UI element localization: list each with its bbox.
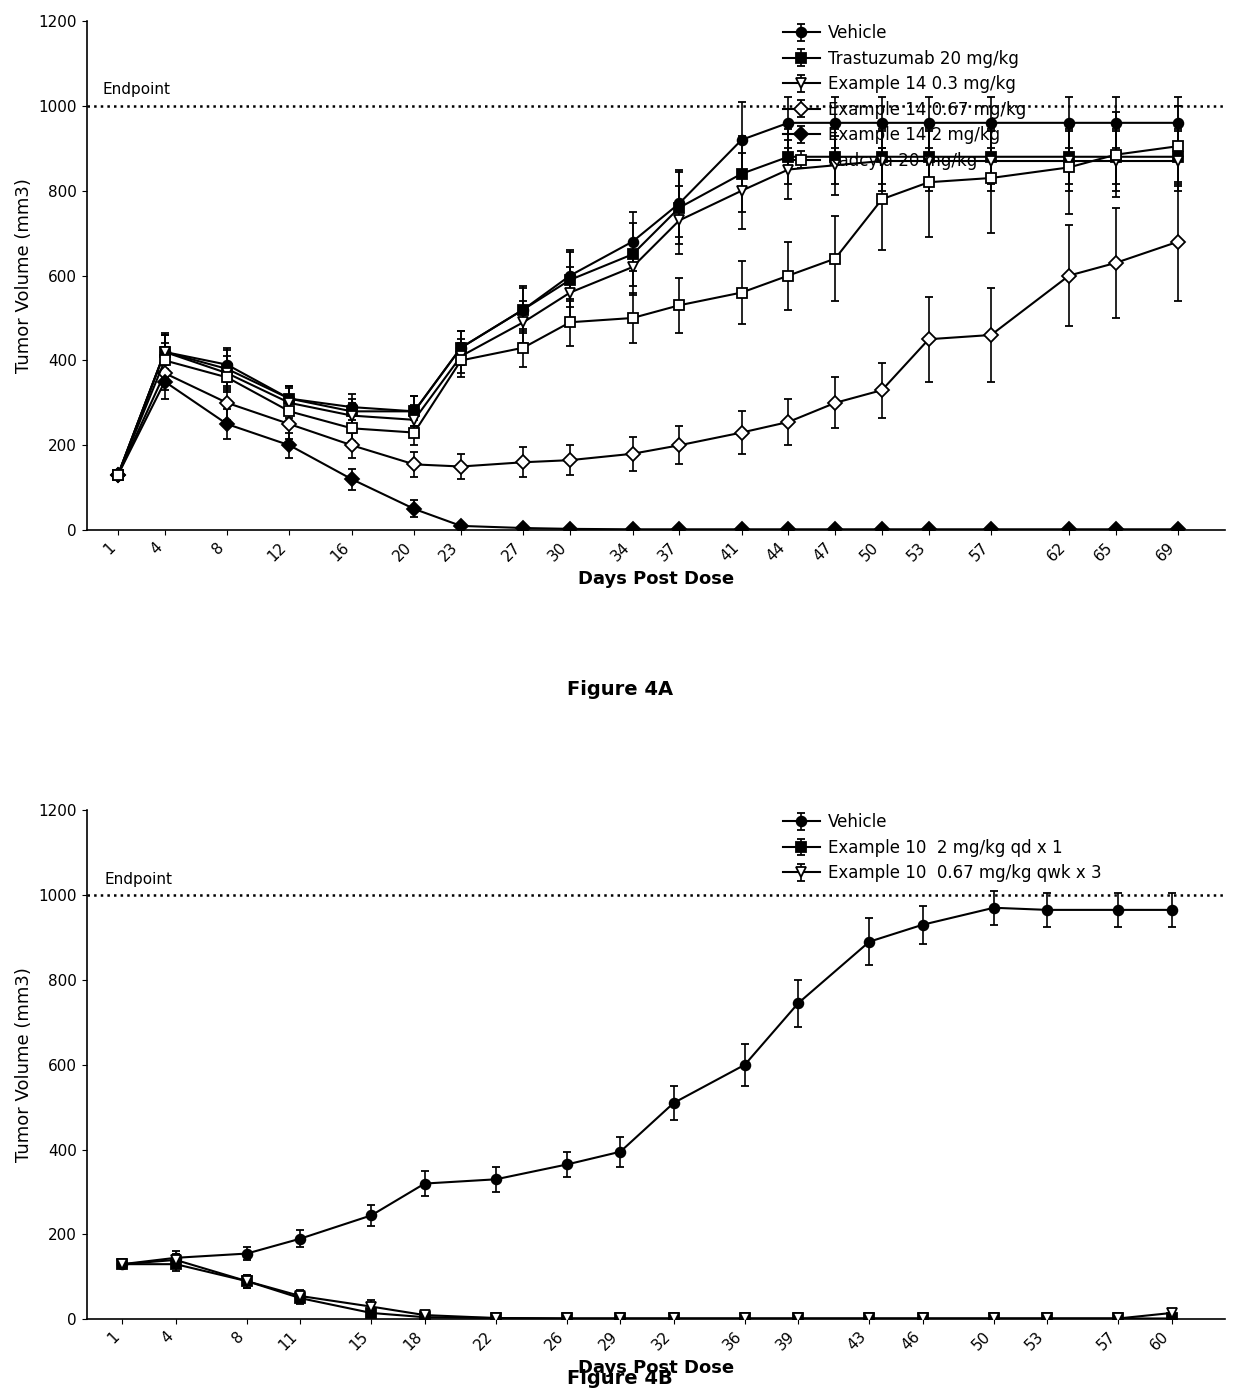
- Text: Endpoint: Endpoint: [103, 82, 170, 97]
- Legend: Vehicle, Example 10  2 mg/kg qd x 1, Example 10  0.67 mg/kg qwk x 3: Vehicle, Example 10 2 mg/kg qd x 1, Exam…: [777, 809, 1106, 887]
- Legend: Vehicle, Trastuzumab 20 mg/kg, Example 14 0.3 mg/kg, Example 14 0.67 mg/kg, Exam: Vehicle, Trastuzumab 20 mg/kg, Example 1…: [777, 19, 1032, 174]
- X-axis label: Days Post Dose: Days Post Dose: [578, 569, 734, 587]
- Text: Figure 4A: Figure 4A: [567, 679, 673, 699]
- Text: Figure 4B: Figure 4B: [567, 1368, 673, 1388]
- Text: Endpoint: Endpoint: [104, 871, 172, 887]
- Y-axis label: Tumor Volume (mm3): Tumor Volume (mm3): [15, 967, 33, 1162]
- X-axis label: Days Post Dose: Days Post Dose: [578, 1359, 734, 1377]
- Y-axis label: Tumor Volume (mm3): Tumor Volume (mm3): [15, 178, 33, 373]
